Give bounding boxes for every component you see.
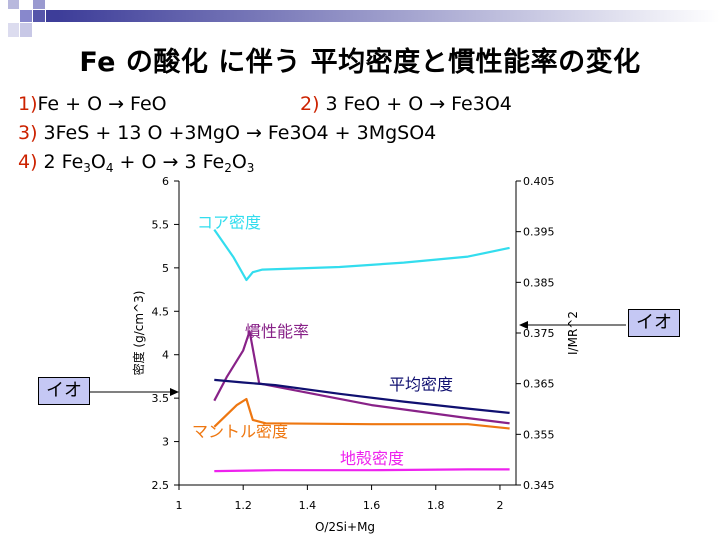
deco-square — [33, 10, 45, 22]
equation-4-part-b: O — [90, 151, 106, 173]
y2-tick-label: 0.385 — [523, 276, 555, 289]
arrowhead-right — [519, 321, 528, 329]
series-line-2 — [213, 330, 510, 425]
y-tick-label: 5 — [162, 262, 169, 275]
y2-tick-label: 0.405 — [523, 175, 555, 188]
y2-axis-label: I/MR^2 — [566, 311, 580, 355]
equation-3-text: 3FeS + 13 O +3MgO → Fe3O4 + 3MgSO4 — [37, 122, 437, 144]
deco-square — [33, 0, 45, 9]
x-tick-label: 2 — [496, 499, 503, 512]
x-tick-label: 1.4 — [299, 499, 317, 512]
deco-square — [20, 23, 32, 37]
equation-4-part-a: 2 Fe — [37, 151, 84, 173]
deco-square — [20, 10, 32, 22]
x-tick-label: 1.6 — [363, 499, 381, 512]
y-tick-label: 4 — [162, 349, 169, 362]
series-line-3 — [214, 378, 510, 414]
series-label-4: マントル密度 — [192, 422, 288, 441]
equation-4-sub-2: 4 — [105, 161, 114, 175]
x-axis-label: O/2Si+Mg — [315, 520, 375, 534]
equation-4-part-d: O — [231, 151, 247, 173]
y-tick-label: 5.5 — [152, 218, 170, 231]
y2-tick-label: 0.345 — [523, 479, 555, 492]
series-label-5: 地殻密度 — [340, 449, 404, 468]
equation-4-sub-3: 2 — [224, 161, 232, 175]
x-tick-label: 1 — [176, 499, 183, 512]
equation-3-number: 3) — [18, 122, 38, 144]
equation-4-part-c: + O → 3 Fe — [113, 151, 225, 173]
y2-tick-label: 0.395 — [523, 226, 555, 239]
y2-tick-label: 0.375 — [523, 327, 555, 340]
header-gradient-bar — [58, 10, 720, 22]
io-callout-right: イオ — [628, 309, 680, 337]
slide-title: Fe の酸化 に伴う 平均密度と慣性能率の変化 — [79, 47, 641, 78]
equation-1-number: 1) — [18, 93, 38, 115]
arrowhead-left — [170, 388, 179, 396]
y2-tick-label: 0.355 — [523, 428, 555, 441]
io-callout-left: イオ — [38, 377, 90, 405]
equation-4-sub-4: 3 — [246, 161, 255, 175]
y-tick-label: 2.5 — [152, 479, 170, 492]
equation-4-number: 4) — [18, 151, 38, 173]
equation-1-text: Fe + O → FeO — [37, 93, 167, 115]
y-axis-label: 密度 (g/cm^3) — [131, 291, 146, 376]
equation-4-sub-1: 3 — [83, 161, 91, 175]
equation-4: 4) 2 Fe3O4 + O → 3 Fe2O3 — [18, 151, 254, 175]
y-tick-label: 4.5 — [152, 305, 170, 318]
equation-1: 1)Fe + O → FeO — [18, 93, 167, 115]
x-tick-label: 1.8 — [427, 499, 445, 512]
y-tick-label: 3.5 — [152, 392, 170, 405]
series-label-1: コア密度 — [197, 213, 261, 232]
header-decoration — [8, 0, 720, 37]
y-tick-label: 3 — [162, 436, 169, 449]
series-line-4 — [213, 397, 510, 430]
deco-square — [8, 0, 19, 9]
deco-square — [46, 10, 58, 22]
series-line-5 — [214, 468, 510, 473]
equation-3: 3) 3FeS + 13 O +3MgO → Fe3O4 + 3MgSO4 — [18, 122, 436, 144]
series-label-2: 慣性能率 — [245, 322, 309, 341]
series-label-3: 平均密度 — [389, 375, 453, 394]
equation-2-text: 3 FeO + O → Fe3O4 — [319, 93, 512, 115]
equation-2-number: 2) — [300, 93, 320, 115]
y-tick-label: 6 — [162, 175, 169, 188]
series-line-1 — [213, 228, 510, 282]
equation-2: 2) 3 FeO + O → Fe3O4 — [300, 93, 512, 115]
deco-square — [8, 23, 19, 37]
x-tick-label: 1.2 — [234, 499, 252, 512]
y2-tick-label: 0.365 — [523, 378, 555, 391]
